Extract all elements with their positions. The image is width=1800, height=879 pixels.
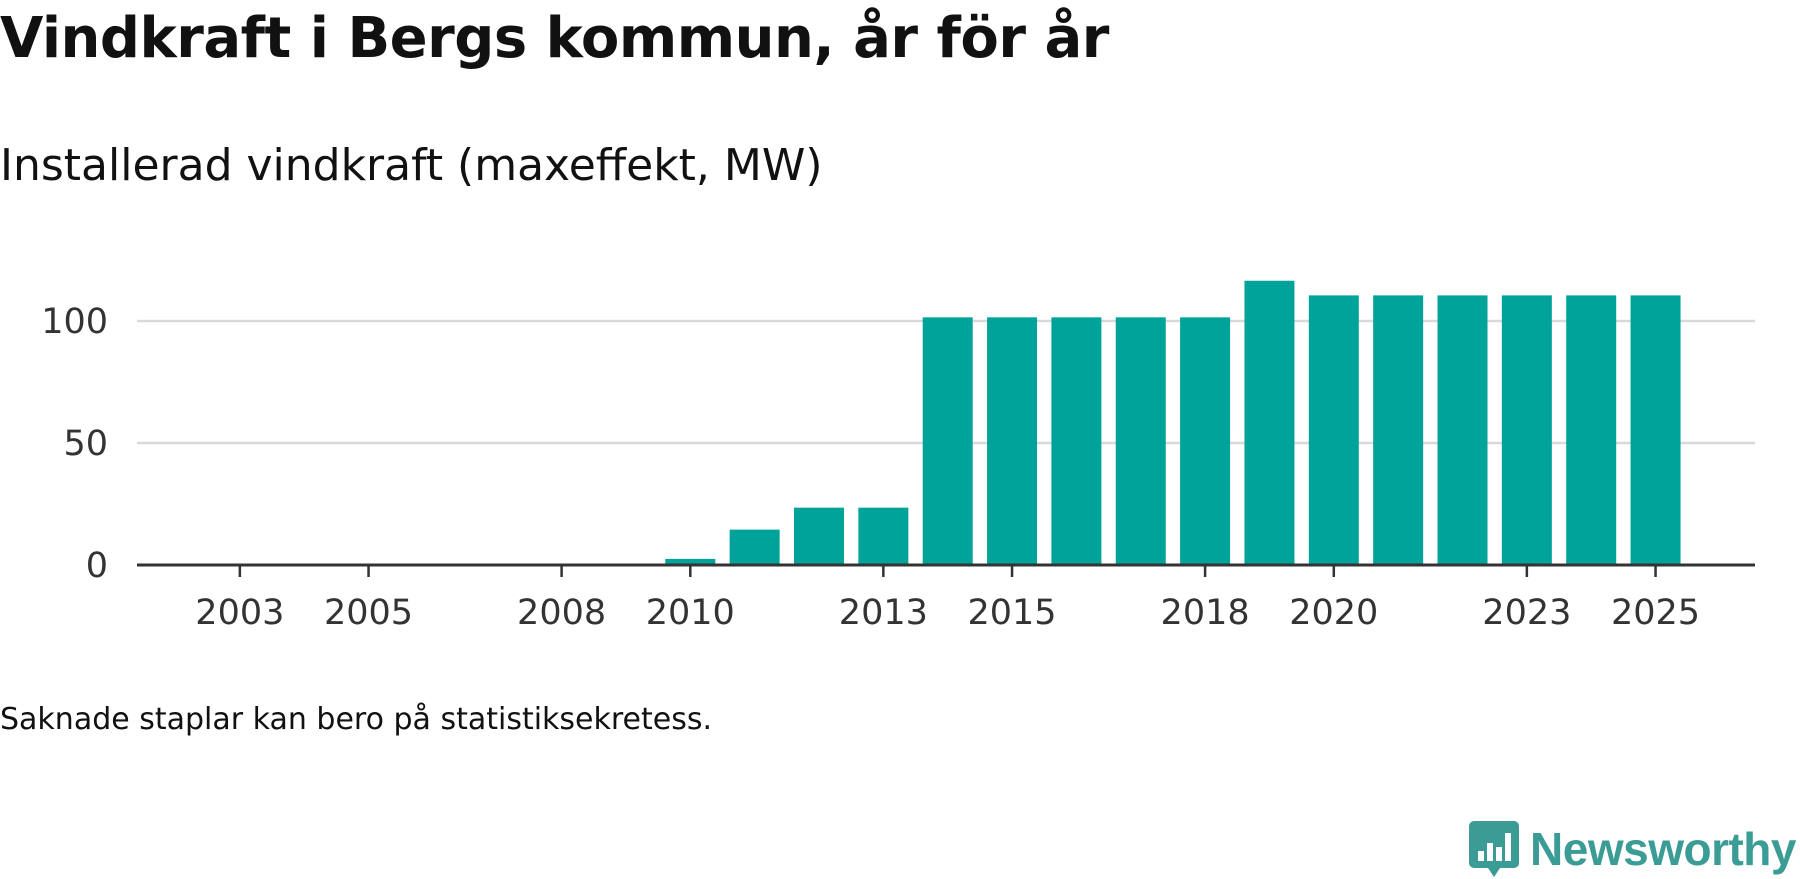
bar-2011 xyxy=(729,529,780,565)
bars xyxy=(665,280,1681,565)
newsworthy-logo-icon xyxy=(1469,821,1520,877)
x-axis-labels: 2003 2005 2008 2010 2013 2015 2018 2020 2023 2025 xyxy=(195,593,1700,633)
brand-logo[interactable]: Newsworthy xyxy=(1468,818,1796,879)
chart-title: Vindkraft i Bergs kommun, år för år xyxy=(0,6,1109,71)
x-tick-label-2020: 2020 xyxy=(1289,593,1378,633)
bar-2025 xyxy=(1630,295,1681,565)
x-axis xyxy=(137,563,1755,577)
bar-2022 xyxy=(1437,295,1488,565)
bar-2013 xyxy=(858,507,909,565)
brand-name: Newsworthy xyxy=(1530,823,1796,875)
bar-2018 xyxy=(1180,317,1231,565)
x-tick-label-2013: 2013 xyxy=(839,593,928,633)
x-tick-label-2005: 2005 xyxy=(324,593,413,633)
bar-2012 xyxy=(794,507,844,565)
chart-subtitle: Installerad vindkraft (maxeffekt, MW) xyxy=(0,140,823,191)
bar-2017 xyxy=(1115,317,1166,565)
x-tick-label-2025: 2025 xyxy=(1611,593,1700,633)
x-tick-label-2018: 2018 xyxy=(1161,593,1250,633)
bar-2016 xyxy=(1051,317,1102,565)
bar-2015 xyxy=(987,317,1038,565)
bar-2020 xyxy=(1308,295,1359,565)
x-tick-label-2023: 2023 xyxy=(1482,593,1571,633)
y-tick-label-0: 0 xyxy=(86,546,108,586)
x-tick-label-2010: 2010 xyxy=(646,593,735,633)
y-tick-label-100: 100 xyxy=(41,302,108,342)
y-tick-label-50: 50 xyxy=(63,424,108,464)
y-axis-labels: 0 50 100 xyxy=(41,302,108,586)
bar-2010 xyxy=(665,558,716,565)
bar-2014 xyxy=(922,317,973,565)
bar-2021 xyxy=(1373,295,1424,565)
x-tick-label-2015: 2015 xyxy=(968,593,1057,633)
bar-2024 xyxy=(1566,295,1617,565)
bar-2023 xyxy=(1501,295,1552,565)
footnote: Saknade staplar kan bero på statistiksek… xyxy=(0,702,713,737)
x-tick-label-2008: 2008 xyxy=(517,593,606,633)
bar-2019 xyxy=(1244,280,1295,565)
x-tick-label-2003: 2003 xyxy=(195,593,284,633)
